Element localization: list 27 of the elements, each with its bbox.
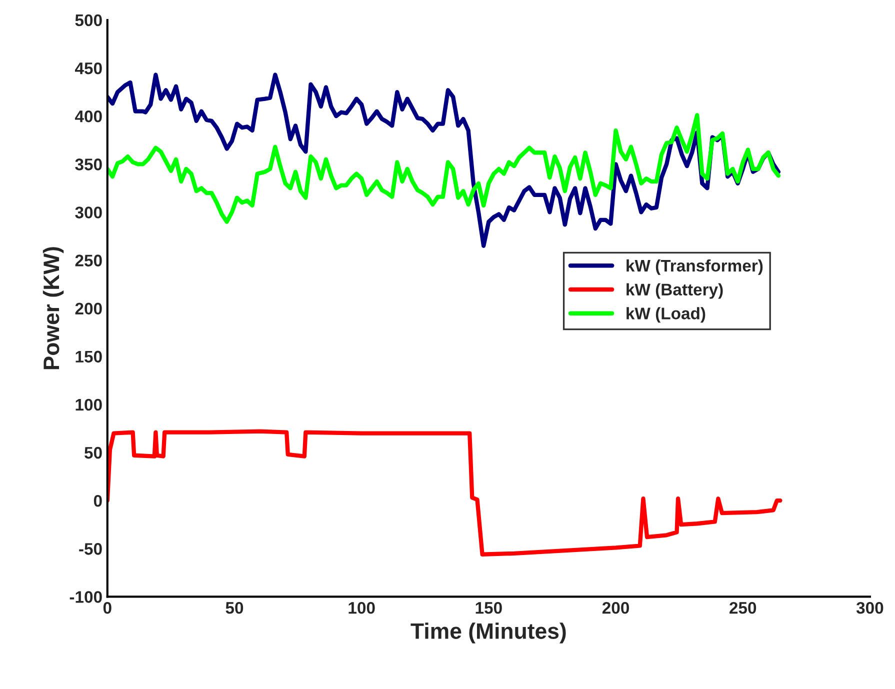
y-tick-label: 150 <box>76 350 102 363</box>
x-tick-label: 200 <box>602 602 629 614</box>
y-tick-label: 100 <box>76 398 102 411</box>
y-tick-label: 450 <box>74 62 102 74</box>
y-tick-label: 350 <box>75 158 102 170</box>
y-axis-title: Power (KW) <box>42 247 64 370</box>
legend-label: kW (Load) <box>626 307 706 323</box>
x-tick-label: 150 <box>476 602 502 614</box>
y-tick-label: -50 <box>79 543 102 555</box>
y-tick-label: 300 <box>75 206 102 218</box>
x-tick-label: 300 <box>856 602 884 614</box>
x-axis-title: Time (Minutes) <box>410 622 566 644</box>
y-tick-label: 400 <box>74 110 102 122</box>
y-tick-label: 50 <box>84 446 102 459</box>
x-tick-label: 100 <box>348 602 375 614</box>
x-tick-label: 50 <box>226 602 244 614</box>
y-tick-label: 500 <box>75 14 102 26</box>
y-tick-label: 200 <box>75 302 102 315</box>
legend-label: kW (Transformer) <box>626 259 763 275</box>
line-series <box>107 113 781 224</box>
y-tick-label: -100 <box>70 591 102 603</box>
x-tick-label: 0 <box>103 602 112 614</box>
legend-label: kW (Battery) <box>626 283 723 299</box>
y-tick-label: 0 <box>94 494 102 507</box>
line-series <box>107 429 782 556</box>
y-tick-label: 250 <box>75 254 102 266</box>
x-tick-label: 250 <box>730 602 756 614</box>
